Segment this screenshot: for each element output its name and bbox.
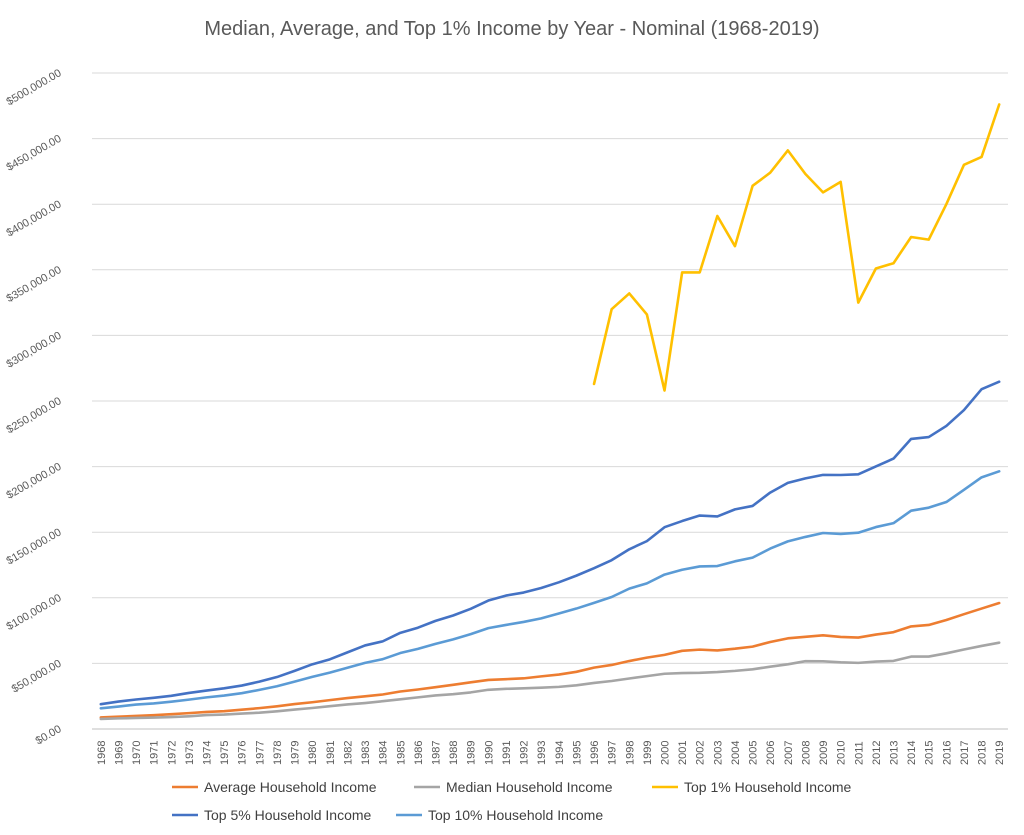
x-tick-label: 2009 — [818, 741, 830, 765]
x-tick-label: 2013 — [889, 741, 901, 765]
x-tick-label: 1985 — [395, 741, 407, 765]
x-tick-label: 2019 — [994, 741, 1006, 765]
x-tick-label: 1982 — [342, 741, 354, 765]
y-tick-label: $300,000.00 — [5, 330, 64, 371]
y-tick-label: $0.00 — [34, 723, 64, 747]
y-tick-label: $200,000.00 — [5, 461, 64, 502]
x-tick-label: 1995 — [571, 741, 583, 765]
x-tick-label: 2015 — [924, 741, 936, 765]
x-tick-label: 2001 — [677, 741, 689, 765]
x-tick-label: 1981 — [325, 741, 337, 765]
gridlines — [92, 72, 1008, 730]
x-tick-label: 1988 — [448, 741, 460, 765]
legend-label-0: Average Household Income — [204, 779, 377, 795]
y-tick-label: $250,000.00 — [5, 395, 64, 436]
x-tick-label: 1983 — [360, 741, 372, 765]
x-tick-label: 2002 — [695, 741, 707, 765]
series-line-0 — [99, 601, 1001, 719]
x-tick-label: 2018 — [977, 741, 989, 765]
x-tick-label: 1986 — [413, 741, 425, 765]
x-tick-label: 2016 — [941, 741, 953, 765]
x-tick-label: 2007 — [783, 741, 795, 765]
series-line-3 — [99, 380, 1001, 706]
x-tick-label: 1970 — [131, 741, 143, 765]
chart-title: Median, Average, and Top 1% Income by Ye… — [204, 18, 819, 40]
x-tick-label: 1997 — [607, 741, 619, 765]
x-tick-label: 2010 — [836, 741, 848, 765]
x-tick-label: 1979 — [290, 741, 302, 765]
x-tick-label: 1980 — [307, 741, 319, 765]
legend-label-2: Top 1% Household Income — [684, 779, 852, 795]
x-tick-label: 1999 — [642, 741, 654, 765]
x-tick-label: 1978 — [272, 741, 284, 765]
series-line-2 — [592, 103, 1001, 392]
x-tick-label: 1977 — [254, 741, 266, 765]
axes: $0.00 $50,000.00 $100,000.00 $150,000.00 $20… — [5, 67, 1008, 765]
legend-label-1: Median Household Income — [446, 779, 613, 795]
x-tick-label: 1991 — [501, 741, 513, 765]
x-tick-label: 1973 — [184, 741, 196, 765]
x-tick-label: 2006 — [765, 741, 777, 765]
x-tick-label: 2014 — [906, 741, 918, 765]
x-tick-label: 1972 — [166, 741, 178, 765]
x-tick-label: 1993 — [536, 741, 548, 765]
x-tick-label: 1996 — [589, 741, 601, 765]
legend-label-4: Top 10% Household Income — [428, 807, 603, 823]
x-tick-label: 1989 — [466, 741, 478, 765]
legend: Average Household Income Median Household… — [172, 779, 852, 823]
x-tick-label: 2004 — [730, 741, 742, 765]
y-tick-label: $100,000.00 — [5, 592, 64, 633]
x-tick-label: 1990 — [483, 741, 495, 765]
x-tick-label: 2017 — [959, 741, 971, 765]
x-tick-label: 1976 — [237, 741, 249, 765]
x-tick-label: 1971 — [149, 741, 161, 765]
x-tick-label: 1992 — [519, 741, 531, 765]
y-tick-label: $400,000.00 — [5, 198, 64, 239]
x-tick-label: 1984 — [378, 741, 390, 765]
x-tick-label: 1968 — [96, 741, 108, 765]
x-tick-label: 1975 — [219, 741, 231, 765]
series-line-1 — [99, 641, 1001, 721]
series-line-4 — [99, 470, 1001, 710]
x-tick-label: 2008 — [800, 741, 812, 765]
y-tick-label: $500,000.00 — [5, 67, 64, 108]
y-tick-label: $150,000.00 — [5, 526, 64, 567]
x-tick-label: 1998 — [624, 741, 636, 765]
x-tick-label: 2011 — [853, 741, 865, 765]
x-tick-label: 2000 — [660, 741, 672, 765]
x-tick-label: 1969 — [113, 741, 125, 765]
series-lines — [99, 103, 1001, 721]
y-tick-label: $450,000.00 — [5, 133, 64, 174]
x-tick-label: 1994 — [554, 741, 566, 765]
y-tick-label: $350,000.00 — [5, 264, 64, 305]
y-tick-label: $50,000.00 — [10, 658, 64, 696]
x-tick-label: 1974 — [202, 741, 214, 765]
x-tick-label: 2003 — [712, 741, 724, 765]
x-tick-label: 1987 — [431, 741, 443, 765]
x-tick-label: 2005 — [748, 741, 760, 765]
legend-label-3: Top 5% Household Income — [204, 807, 372, 823]
x-tick-label: 2012 — [871, 741, 883, 765]
